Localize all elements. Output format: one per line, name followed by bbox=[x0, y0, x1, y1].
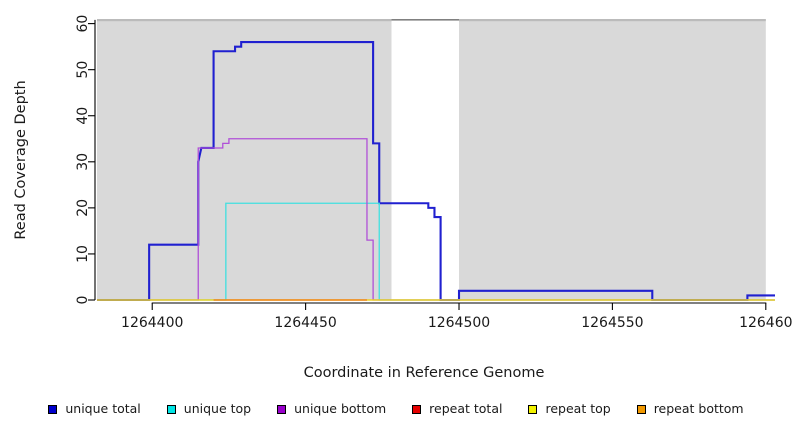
legend-label: unique total bbox=[65, 400, 141, 416]
gap-top-edge bbox=[391, 19, 460, 21]
region-right bbox=[459, 19, 766, 300]
y-tick-label: 30 bbox=[75, 153, 91, 171]
y-tick-label: 20 bbox=[75, 199, 91, 217]
series-line-unique-bottom bbox=[97, 138, 775, 301]
legend-label: repeat total bbox=[429, 400, 503, 416]
legend-item-repeat-top: repeat top bbox=[528, 400, 611, 416]
region-left-top-edge bbox=[97, 19, 392, 22]
x-tick-label: 126460 bbox=[739, 315, 792, 331]
y-tick-label: 0 bbox=[75, 296, 91, 305]
region-left bbox=[97, 19, 392, 300]
y-tick-label: 10 bbox=[75, 245, 91, 263]
axis-layer: 0 10 20 30 40 50 60 1264400 1264450 1264500 126455… bbox=[75, 15, 792, 331]
x-tick-label: 1264500 bbox=[428, 315, 490, 331]
legend-item-repeat-total: repeat total bbox=[412, 400, 503, 416]
region-right-top-edge bbox=[459, 19, 766, 22]
legend: unique total unique top unique bottom repea… bbox=[0, 398, 792, 420]
axis-label-layer: Read Coverage Depth Coordinate in Refere… bbox=[13, 80, 544, 381]
legend-item-unique-bottom: unique bottom bbox=[277, 400, 387, 416]
series-layer bbox=[97, 40, 775, 302]
legend-label: repeat bottom bbox=[653, 400, 744, 416]
x-tick-label: 1264400 bbox=[121, 315, 183, 331]
legend-swatch-unique-total bbox=[48, 404, 58, 414]
shaded-regions-layer bbox=[97, 19, 766, 300]
legend-swatch-unique-bottom bbox=[277, 404, 287, 414]
legend-label: repeat top bbox=[545, 400, 611, 416]
legend-swatch-unique-top bbox=[166, 404, 176, 414]
y-tick-label: 40 bbox=[75, 107, 91, 125]
legend-item-repeat-bottom: repeat bottom bbox=[636, 400, 744, 416]
x-tick-label: 1264450 bbox=[274, 315, 336, 331]
y-axis-title: Read Coverage Depth bbox=[13, 80, 29, 239]
x-axis-title: Coordinate in Reference Genome bbox=[304, 365, 545, 381]
y-tick-label: 50 bbox=[75, 61, 91, 79]
legend-label: unique bottom bbox=[294, 400, 387, 416]
legend-item-unique-top: unique top bbox=[166, 400, 252, 416]
legend-swatch-repeat-bottom bbox=[636, 404, 646, 414]
legend-item-unique-total: unique total bbox=[48, 400, 141, 416]
x-tick-label: 1264550 bbox=[581, 315, 643, 331]
y-tick-label: 60 bbox=[75, 15, 91, 33]
legend-label: unique top bbox=[183, 400, 252, 416]
series-line-unique-total bbox=[97, 40, 775, 302]
legend-swatch-repeat-total bbox=[412, 404, 422, 414]
legend-swatch-repeat-top bbox=[528, 404, 538, 414]
